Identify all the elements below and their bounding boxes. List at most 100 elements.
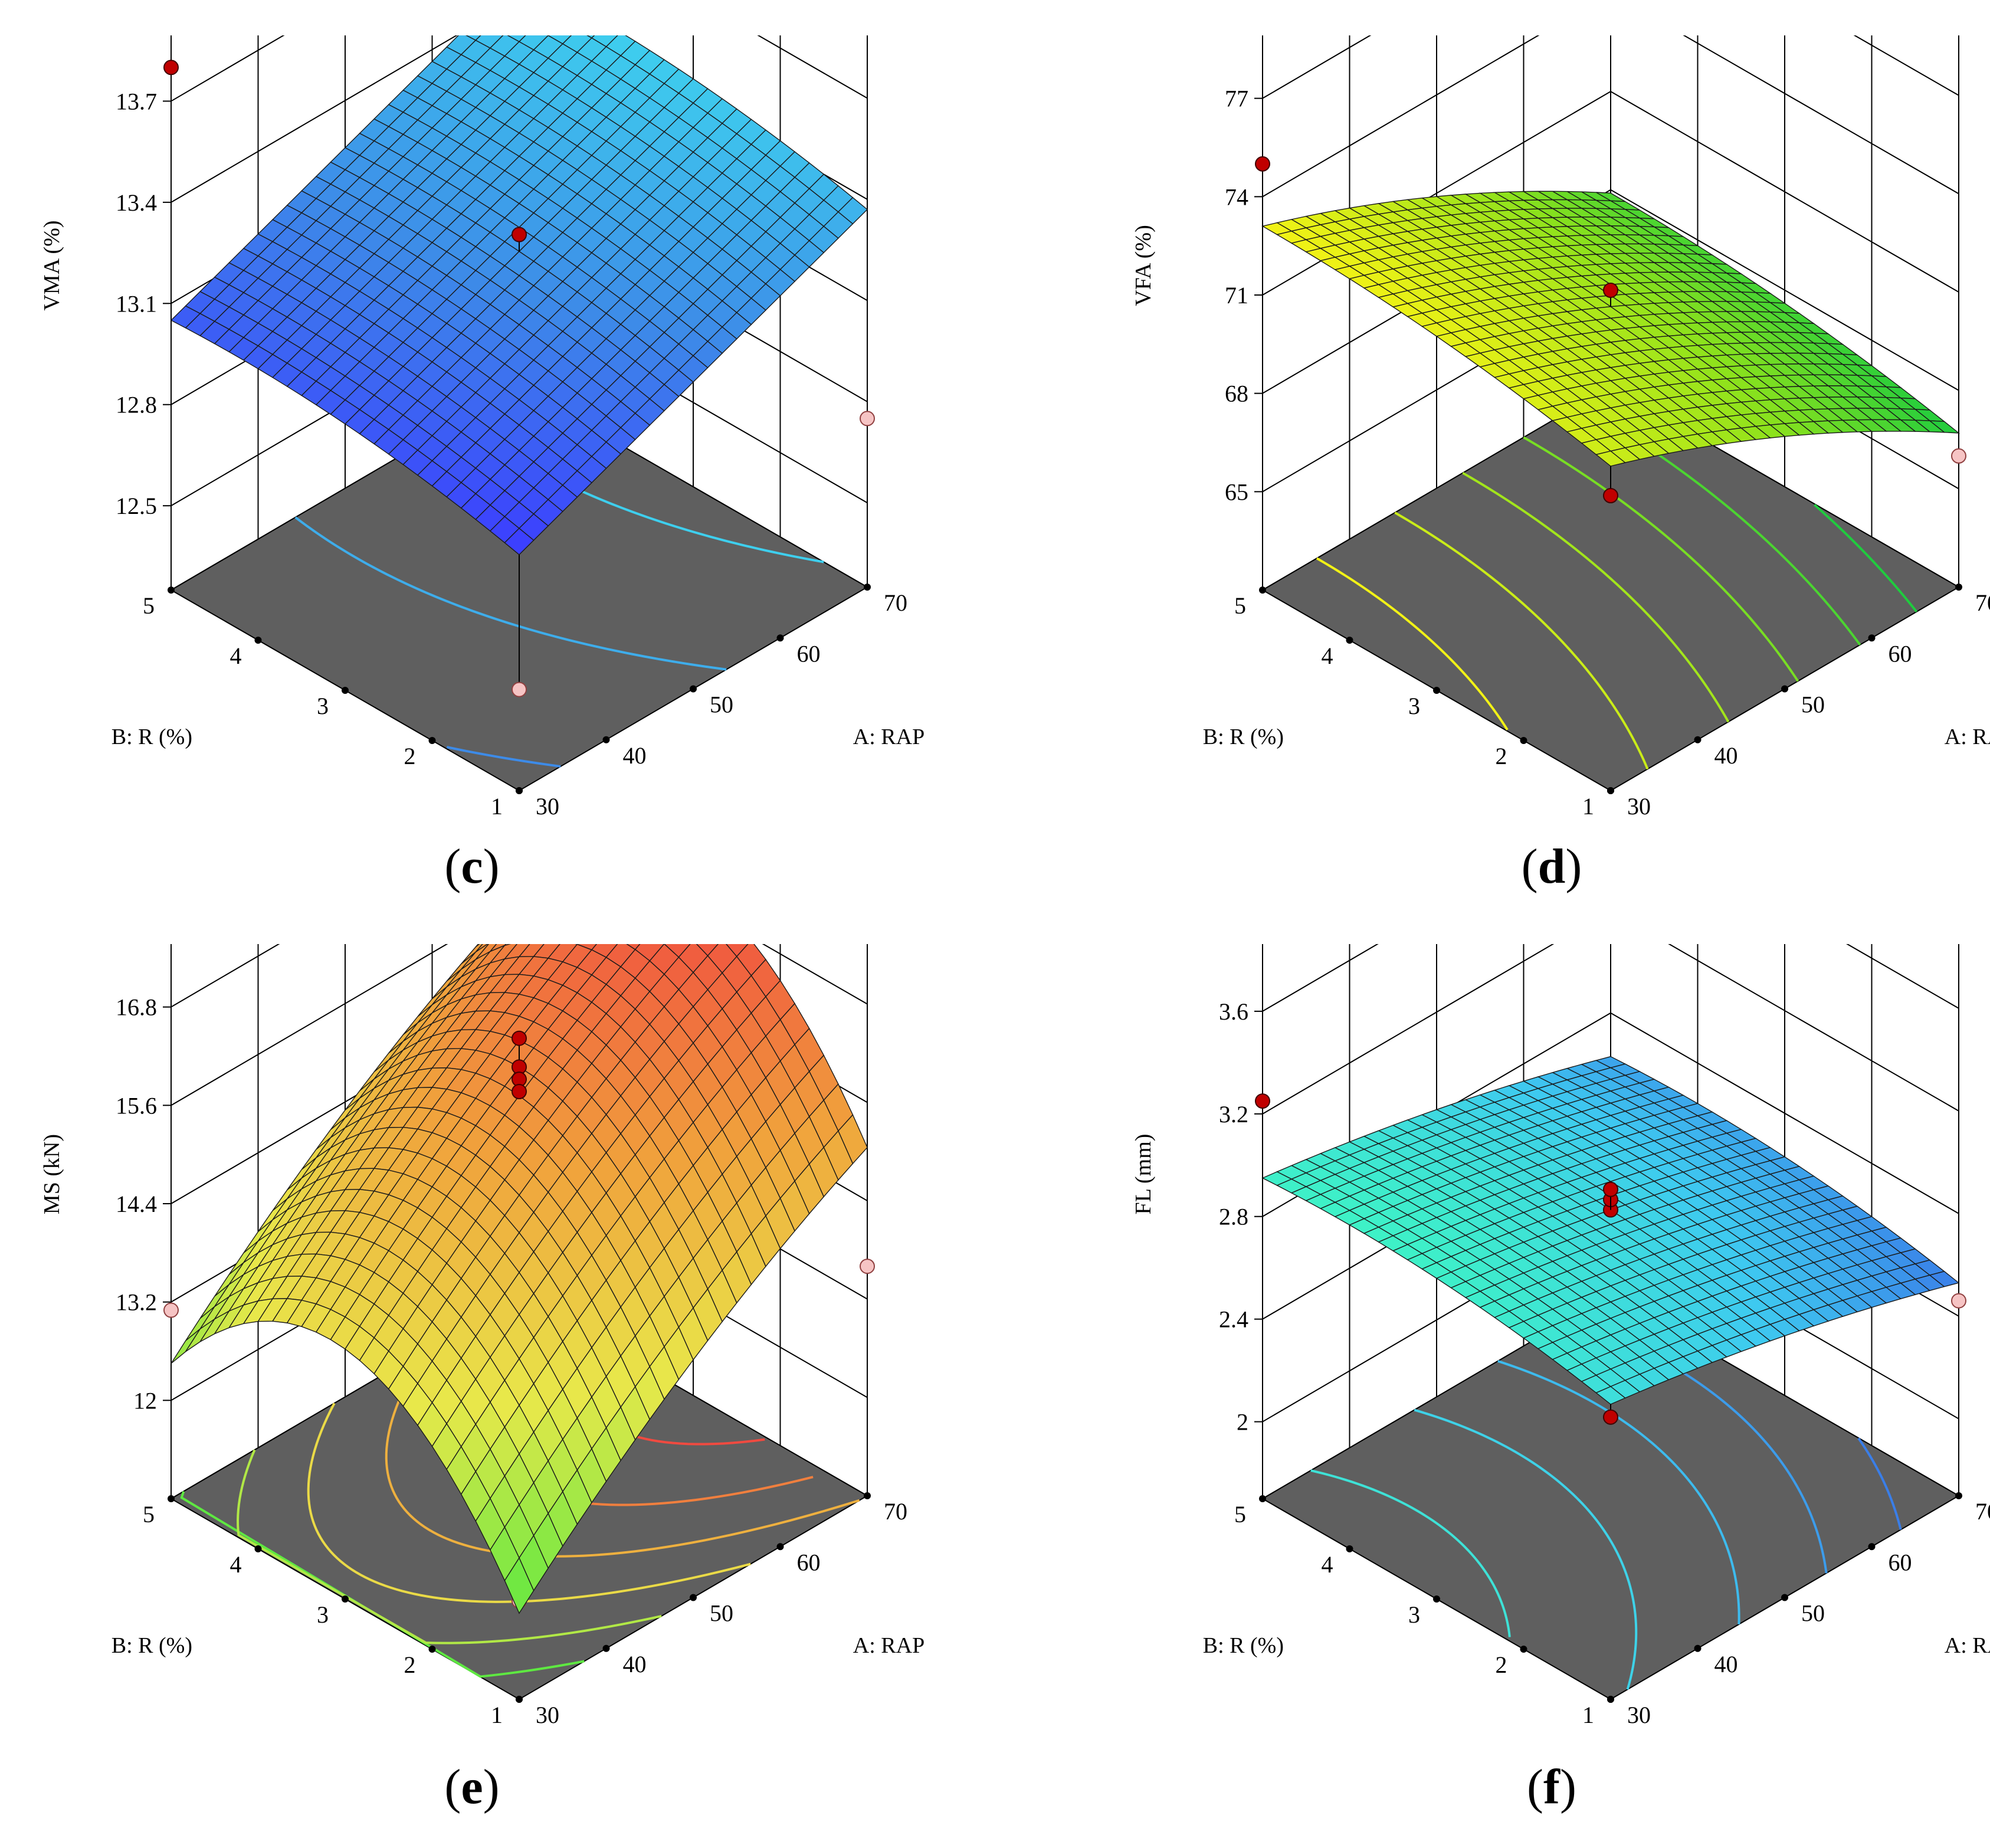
x-tick-label: 50	[710, 692, 733, 718]
y-axis-label: B: R (%)	[1203, 725, 1284, 749]
y-tick-mark	[1607, 1696, 1614, 1703]
y-tick-label: 4	[230, 1551, 242, 1578]
y-tick-mark	[342, 687, 349, 694]
y-tick-label: 4	[1322, 1551, 1333, 1578]
x-tick-label: 30	[536, 793, 559, 820]
y-tick-mark	[428, 737, 436, 744]
y-tick-mark	[1520, 737, 1527, 744]
y-tick-label: 2	[404, 1652, 416, 1678]
design-points-above	[1255, 1093, 1618, 1425]
y-tick-mark	[254, 637, 262, 644]
response-surface	[170, 35, 868, 555]
y-tick-mark	[1607, 787, 1614, 794]
y-tick-label: 5	[143, 592, 155, 619]
surface-cell	[504, 527, 535, 555]
x-tick-mark	[1868, 634, 1876, 642]
design-points-above	[163, 60, 527, 320]
contour-line	[1462, 471, 1730, 723]
y-tick-label: 3	[317, 1601, 329, 1628]
x-axis-label: A: RAP (%)	[853, 1633, 926, 1658]
z-tick-label: 12	[133, 1387, 157, 1414]
z-axis-label: VFA (%)	[1131, 225, 1156, 306]
y-tick-mark	[342, 1595, 349, 1603]
wall-gridline	[1262, 35, 1959, 198]
contour-line	[1857, 1437, 1902, 1530]
y-tick-label: 5	[1234, 1501, 1246, 1528]
surface-plot-svg: 12.5 12.8 13.1 13.4 13.7 1 4 VMA (%) 30 40 50 60 70 A…	[40, 35, 926, 820]
z-tick-label: 2	[1237, 1409, 1248, 1436]
caption-d: (d)	[1521, 839, 1582, 894]
contour-line	[1523, 436, 1799, 682]
z-tick-label: 68	[1225, 381, 1248, 407]
z-tick-label: 13.4	[116, 189, 157, 216]
design-points-below	[1951, 432, 1966, 464]
x-tick-label: 40	[623, 1651, 647, 1677]
design-point-above	[1603, 282, 1618, 298]
y-tick-label: 4	[230, 643, 242, 669]
x-tick-label: 50	[710, 1600, 733, 1627]
x-tick-mark	[690, 1594, 697, 1601]
design-point-above	[512, 1030, 527, 1046]
y-tick-label: 1	[1582, 793, 1594, 820]
z-tick-label: 12.8	[116, 392, 157, 418]
y-tick-mark	[1346, 1545, 1353, 1552]
y-axis-label: B: R (%)	[112, 725, 192, 749]
x-tick-mark	[1781, 685, 1788, 693]
y-tick-mark	[168, 586, 175, 594]
y-tick-label: 3	[1408, 1601, 1420, 1628]
x-tick-label: 50	[1801, 1600, 1825, 1627]
y-tick-label: 4	[1322, 643, 1333, 669]
z-tick-label: 74	[1225, 184, 1248, 210]
surface-cell	[504, 1557, 535, 1614]
x-tick-mark	[1868, 1543, 1876, 1551]
x-tick-mark	[602, 736, 610, 743]
x-tick-label: 70	[1975, 1498, 1990, 1525]
design-point-above	[512, 1084, 527, 1099]
z-tick-label: 13.1	[116, 290, 157, 317]
x-tick-label: 70	[884, 589, 907, 616]
y-axis-label: B: R (%)	[112, 1633, 192, 1658]
wall-gridline	[1262, 944, 1959, 1115]
x-tick-label: 70	[1975, 589, 1990, 616]
x-tick-mark	[690, 685, 697, 693]
x-tick-mark	[1955, 584, 1962, 591]
x-tick-mark	[1694, 736, 1702, 743]
y-tick-mark	[168, 1495, 175, 1502]
x-axis-label: A: RAP (%)	[853, 725, 926, 749]
x-tick-label: 60	[1889, 1549, 1912, 1575]
design-point-below	[512, 681, 527, 697]
x-tick-label: 70	[884, 1498, 907, 1525]
x-tick-mark	[864, 1492, 871, 1499]
design-points-below	[1951, 1283, 1966, 1309]
y-tick-mark	[1433, 687, 1440, 694]
z-tick-label: 14.4	[116, 1191, 157, 1217]
contour-line	[1394, 512, 1649, 770]
response-surface	[171, 944, 868, 1614]
design-point-below	[860, 411, 875, 427]
y-tick-mark	[1520, 1646, 1527, 1653]
y-tick-mark	[1433, 1595, 1440, 1603]
x-tick-label: 40	[1714, 1651, 1738, 1677]
y-tick-label: 2	[1496, 743, 1507, 769]
y-tick-label: 5	[143, 1501, 155, 1528]
surface-cell	[626, 944, 641, 951]
x-tick-mark	[1694, 1644, 1702, 1652]
response-surface	[1261, 191, 1961, 467]
y-tick-label: 1	[1582, 1702, 1594, 1728]
z-axis-label: VMA (%)	[40, 220, 64, 310]
z-tick-label: 13.7	[116, 88, 157, 114]
design-point-above	[1255, 1093, 1270, 1109]
z-tick-label: 12.5	[116, 493, 157, 519]
contour-line	[1414, 1408, 1638, 1690]
x-tick-mark	[776, 634, 784, 642]
x-tick-label: 40	[623, 742, 647, 769]
design-point-below	[163, 1302, 179, 1318]
design-points-above	[512, 1030, 527, 1099]
y-tick-label: 2	[1496, 1652, 1507, 1678]
contour-line	[385, 1348, 860, 1558]
